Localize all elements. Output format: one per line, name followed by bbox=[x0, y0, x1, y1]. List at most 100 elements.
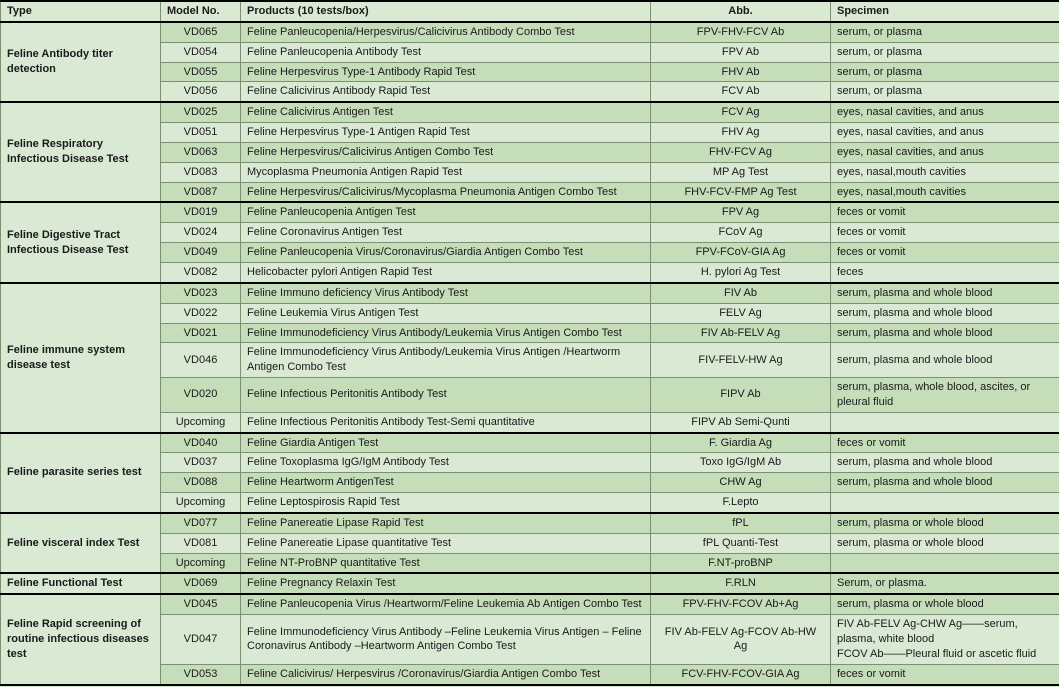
abb-cell: FHV Ag bbox=[651, 123, 831, 143]
product-cell: Feline Pregnancy Relaxin Test bbox=[241, 573, 651, 594]
model-cell: VD051 bbox=[161, 123, 241, 143]
product-cell: Feline Calicivirus/ Herpesvirus /Coronav… bbox=[241, 664, 651, 684]
specimen-cell bbox=[831, 412, 1059, 432]
abb-cell: Toxo IgG/IgM Ab bbox=[651, 453, 831, 473]
model-cell: VD047 bbox=[161, 615, 241, 665]
model-cell: VD081 bbox=[161, 533, 241, 553]
col-header-product: Products (10 tests/box) bbox=[241, 1, 651, 22]
model-cell: VD023 bbox=[161, 283, 241, 303]
abb-cell: FIV Ab-FELV Ag-FCOV Ab-HW Ag bbox=[651, 615, 831, 665]
specimen-cell: serum, or plasma bbox=[831, 82, 1059, 102]
product-cell: Feline Herpesvirus Type-1 Antibody Rapid… bbox=[241, 62, 651, 82]
product-cell: Feline Infectious Peritonitis Antibody T… bbox=[241, 412, 651, 432]
abb-cell: F.NT-proBNP bbox=[651, 553, 831, 573]
table-row: Feline Rapid screening of routine infect… bbox=[1, 594, 1059, 614]
specimen-cell: serum, plasma and whole blood bbox=[831, 453, 1059, 473]
specimen-cell bbox=[831, 493, 1059, 513]
product-cell: Feline Herpesvirus/Calicivirus/Mycoplasm… bbox=[241, 182, 651, 202]
specimen-cell: serum, or plasma bbox=[831, 62, 1059, 82]
abb-cell: FCV Ag bbox=[651, 102, 831, 122]
product-cell: Feline Panleucopenia Antigen Test bbox=[241, 202, 651, 222]
specimen-cell: serum, plasma or whole blood bbox=[831, 594, 1059, 614]
specimen-cell bbox=[831, 553, 1059, 573]
abb-cell: FHV Ab bbox=[651, 62, 831, 82]
model-cell: Upcoming bbox=[161, 412, 241, 432]
abb-cell: FHV-FCV-FMP Ag Test bbox=[651, 182, 831, 202]
abb-cell: FPV-FCoV-GIA Ag bbox=[651, 243, 831, 263]
model-cell: VD049 bbox=[161, 243, 241, 263]
col-header-model: Model No. bbox=[161, 1, 241, 22]
model-cell: VD054 bbox=[161, 42, 241, 62]
specimen-cell: serum, or plasma bbox=[831, 22, 1059, 42]
header-row: Type Model No. Products (10 tests/box) A… bbox=[1, 1, 1059, 22]
model-cell: VD055 bbox=[161, 62, 241, 82]
product-cell: Feline Infectious Peritonitis Antibody T… bbox=[241, 378, 651, 413]
product-cell: Feline Panereatie Lipase Rapid Test bbox=[241, 513, 651, 533]
abb-cell: FPV-FHV-FCOV Ab+Ag bbox=[651, 594, 831, 614]
abb-cell: FPV Ab bbox=[651, 42, 831, 62]
abb-cell: FCoV Ag bbox=[651, 223, 831, 243]
model-cell: VD063 bbox=[161, 142, 241, 162]
type-cell: Feline immune system disease test bbox=[1, 283, 161, 433]
abb-cell: MP Ag Test bbox=[651, 162, 831, 182]
specimen-cell: eyes, nasal,mouth cavities bbox=[831, 162, 1059, 182]
product-cell: Feline Immunodeficiency Virus Antibody –… bbox=[241, 615, 651, 665]
abb-cell: H. pylori Ag Test bbox=[651, 262, 831, 282]
abb-cell: FHV-FCV Ag bbox=[651, 142, 831, 162]
product-cell: Mycoplasma Pneumonia Antigen Rapid Test bbox=[241, 162, 651, 182]
specimen-cell: feces or vomit bbox=[831, 433, 1059, 453]
abb-cell: F.Lepto bbox=[651, 493, 831, 513]
abb-cell: CHW Ag bbox=[651, 473, 831, 493]
model-cell: VD053 bbox=[161, 664, 241, 684]
abb-cell: FPV Ag bbox=[651, 202, 831, 222]
product-cell: Feline Panleucopenia Antibody Test bbox=[241, 42, 651, 62]
model-cell: VD082 bbox=[161, 262, 241, 282]
table-row: Feline Digestive Tract Infectious Diseas… bbox=[1, 202, 1059, 222]
product-cell: Feline NT-ProBNP quantitative Test bbox=[241, 553, 651, 573]
model-cell: VD019 bbox=[161, 202, 241, 222]
product-cell: Feline Leukemia Virus Antigen Test bbox=[241, 303, 651, 323]
model-cell: VD046 bbox=[161, 343, 241, 378]
specimen-cell: serum, plasma, whole blood, ascites, or … bbox=[831, 378, 1059, 413]
model-cell: VD020 bbox=[161, 378, 241, 413]
product-cell: Feline Coronavirus Antigen Test bbox=[241, 223, 651, 243]
model-cell: VD065 bbox=[161, 22, 241, 42]
specimen-cell: serum, plasma or whole blood bbox=[831, 513, 1059, 533]
type-cell: Feline parasite series test bbox=[1, 433, 161, 513]
table-row: Feline Respiratory Infectious Disease Te… bbox=[1, 102, 1059, 122]
model-cell: VD022 bbox=[161, 303, 241, 323]
table-row: Feline Functional TestVD069Feline Pregna… bbox=[1, 573, 1059, 594]
abb-cell: F. Giardia Ag bbox=[651, 433, 831, 453]
abb-cell: FIV Ab-FELV Ag bbox=[651, 323, 831, 343]
type-cell: Feline Rapid screening of routine infect… bbox=[1, 594, 161, 684]
specimen-cell: eyes, nasal cavities, and anus bbox=[831, 123, 1059, 143]
product-cell: Feline Immunodeficiency Virus Antibody/L… bbox=[241, 323, 651, 343]
product-cell: Feline Herpesvirus Type-1 Antigen Rapid … bbox=[241, 123, 651, 143]
model-cell: VD040 bbox=[161, 433, 241, 453]
product-cell: Feline Toxoplasma IgG/IgM Antibody Test bbox=[241, 453, 651, 473]
col-header-specimen: Specimen bbox=[831, 1, 1059, 22]
type-cell: Feline Functional Test bbox=[1, 573, 161, 594]
specimen-cell: feces or vomit bbox=[831, 243, 1059, 263]
model-cell: VD056 bbox=[161, 82, 241, 102]
product-cell: Feline Heartworm AntigenTest bbox=[241, 473, 651, 493]
abb-cell: fPL bbox=[651, 513, 831, 533]
model-cell: VD088 bbox=[161, 473, 241, 493]
abb-cell: FIV-FELV-HW Ag bbox=[651, 343, 831, 378]
specimen-cell: feces or vomit bbox=[831, 223, 1059, 243]
model-cell: Upcoming bbox=[161, 493, 241, 513]
specimen-cell: eyes, nasal cavities, and anus bbox=[831, 142, 1059, 162]
abb-cell: FELV Ag bbox=[651, 303, 831, 323]
col-header-abb: Abb. bbox=[651, 1, 831, 22]
model-cell: VD083 bbox=[161, 162, 241, 182]
product-cell: Feline Herpesvirus/Calicivirus Antigen C… bbox=[241, 142, 651, 162]
product-cell: Feline Immuno deficiency Virus Antibody … bbox=[241, 283, 651, 303]
abb-cell: FIV Ab bbox=[651, 283, 831, 303]
model-cell: VD045 bbox=[161, 594, 241, 614]
specimen-cell: eyes, nasal cavities, and anus bbox=[831, 102, 1059, 122]
model-cell: Upcoming bbox=[161, 553, 241, 573]
product-cell: Feline Panereatie Lipase quantitative Te… bbox=[241, 533, 651, 553]
model-cell: VD087 bbox=[161, 182, 241, 202]
abb-cell: FPV-FHV-FCV Ab bbox=[651, 22, 831, 42]
model-cell: VD037 bbox=[161, 453, 241, 473]
